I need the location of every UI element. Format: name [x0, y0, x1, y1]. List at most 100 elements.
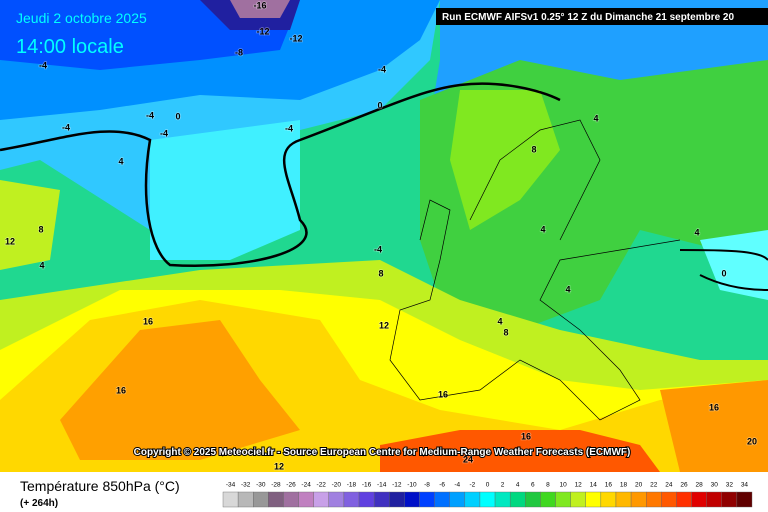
contour-label: -4 [285, 123, 293, 133]
scale-label: 12 [575, 482, 583, 489]
contour-label: 8 [38, 224, 43, 234]
scale-cell [676, 491, 692, 508]
scale-cell [222, 491, 239, 508]
contour-label: 4 [565, 284, 570, 294]
scale-label: 22 [650, 482, 658, 489]
date-label: Jeudi 2 octobre 2025 [16, 10, 147, 26]
contour-label: 4 [39, 260, 44, 270]
scale-label: 26 [680, 482, 688, 489]
scale-label: -12 [392, 482, 402, 489]
scale-cell [706, 491, 722, 508]
isotherm-line [0, 82, 561, 267]
scale-label: 14 [590, 482, 598, 489]
isotherm-line [679, 249, 768, 291]
scale-label: -18 [347, 482, 357, 489]
scale-cell [661, 491, 677, 508]
cold-zone [230, 0, 290, 18]
contour-label: 0 [721, 268, 726, 278]
contour-label: 16 [709, 402, 719, 412]
contour-label: -4 [374, 244, 382, 254]
scale-label: -32 [241, 482, 251, 489]
scale-cell [449, 491, 466, 508]
scale-label: 4 [516, 482, 520, 489]
contour-label: -4 [62, 122, 70, 132]
time-label: 14:00 locale [16, 36, 124, 58]
scale-cell [585, 491, 602, 508]
scale-label: -34 [226, 482, 236, 489]
scale-cell [268, 491, 284, 508]
scale-cell [540, 491, 556, 508]
copyright: Copyright © 2025 Meteociel.fr - Source E… [134, 447, 631, 458]
scale-cell [615, 491, 632, 508]
scale-cell [555, 491, 571, 508]
scale-cell [283, 491, 299, 508]
scale-cell [464, 491, 481, 508]
scale-cell [691, 491, 707, 508]
scale-cell [434, 491, 450, 508]
contour-label: 16 [143, 316, 153, 326]
scale-cell [721, 491, 738, 508]
scale-cell [237, 491, 254, 508]
contour-label: 8 [378, 268, 383, 278]
scale-cell [646, 491, 662, 508]
scale-label: 18 [620, 482, 628, 489]
scale-cell [328, 491, 345, 508]
contour-label: -12 [256, 26, 269, 36]
hot-zone [660, 380, 768, 472]
contour-label: -4 [160, 128, 168, 138]
legend-subtitle: (+ 264h) [20, 498, 58, 509]
scale-label: -2 [469, 482, 475, 489]
scale-label: 28 [695, 482, 703, 489]
run-label: Run ECMWF AIFSv1 0.25° 12 Z du Dimanche … [442, 12, 734, 23]
scale-cell [570, 491, 586, 508]
contour-label: -4 [378, 64, 386, 74]
contour-label: 8 [503, 327, 508, 337]
scale-cell [419, 491, 435, 508]
cold-zone [150, 120, 300, 260]
scale-label: -10 [407, 482, 417, 489]
scale-label: -4 [454, 482, 460, 489]
coastline [389, 119, 681, 421]
scale-label: -16 [362, 482, 372, 489]
scale-cell [509, 491, 526, 508]
scale-cell [630, 491, 647, 508]
scale-cell [253, 491, 269, 508]
contour-label: 4 [497, 316, 502, 326]
scale-label: -28 [271, 482, 281, 489]
scale-label: 0 [486, 482, 490, 489]
warm-zone [0, 180, 60, 270]
scale-label: 20 [635, 482, 643, 489]
contour-label: 16 [438, 389, 448, 399]
contour-label: 4 [593, 113, 598, 123]
scale-cell [358, 491, 375, 508]
contour-label: 4 [540, 224, 545, 234]
scale-cell [600, 491, 617, 508]
scale-label: 10 [559, 482, 567, 489]
contour-label: 12 [379, 320, 389, 330]
contour-label: 0 [175, 111, 180, 121]
scale-label: -6 [439, 482, 445, 489]
scale-label: 34 [741, 482, 749, 489]
scale-cell [313, 491, 329, 508]
contour-label: 4 [118, 156, 123, 166]
scale-label: 30 [711, 482, 719, 489]
scale-cell [343, 491, 360, 508]
scale-cell [525, 491, 541, 508]
contour-label: 4 [694, 227, 699, 237]
scale-label: 16 [605, 482, 613, 489]
scale-label: 24 [665, 482, 673, 489]
scale-label: 2 [501, 482, 505, 489]
hot-zone [380, 430, 660, 472]
scale-cell [479, 491, 496, 508]
contour-label: 12 [5, 236, 15, 246]
contour-label: -4 [39, 60, 47, 70]
mild-zone [450, 90, 560, 230]
contour-label: -8 [235, 47, 243, 57]
color-scale: -34 -32 -30 -28 -26 -24 -22 -20 -18 -16 -14 -12 -10-… [222, 482, 753, 508]
contour-label: 16 [116, 385, 126, 395]
scale-label: -26 [286, 482, 296, 489]
contour-label: 12 [274, 461, 284, 471]
scale-cell [404, 491, 420, 508]
